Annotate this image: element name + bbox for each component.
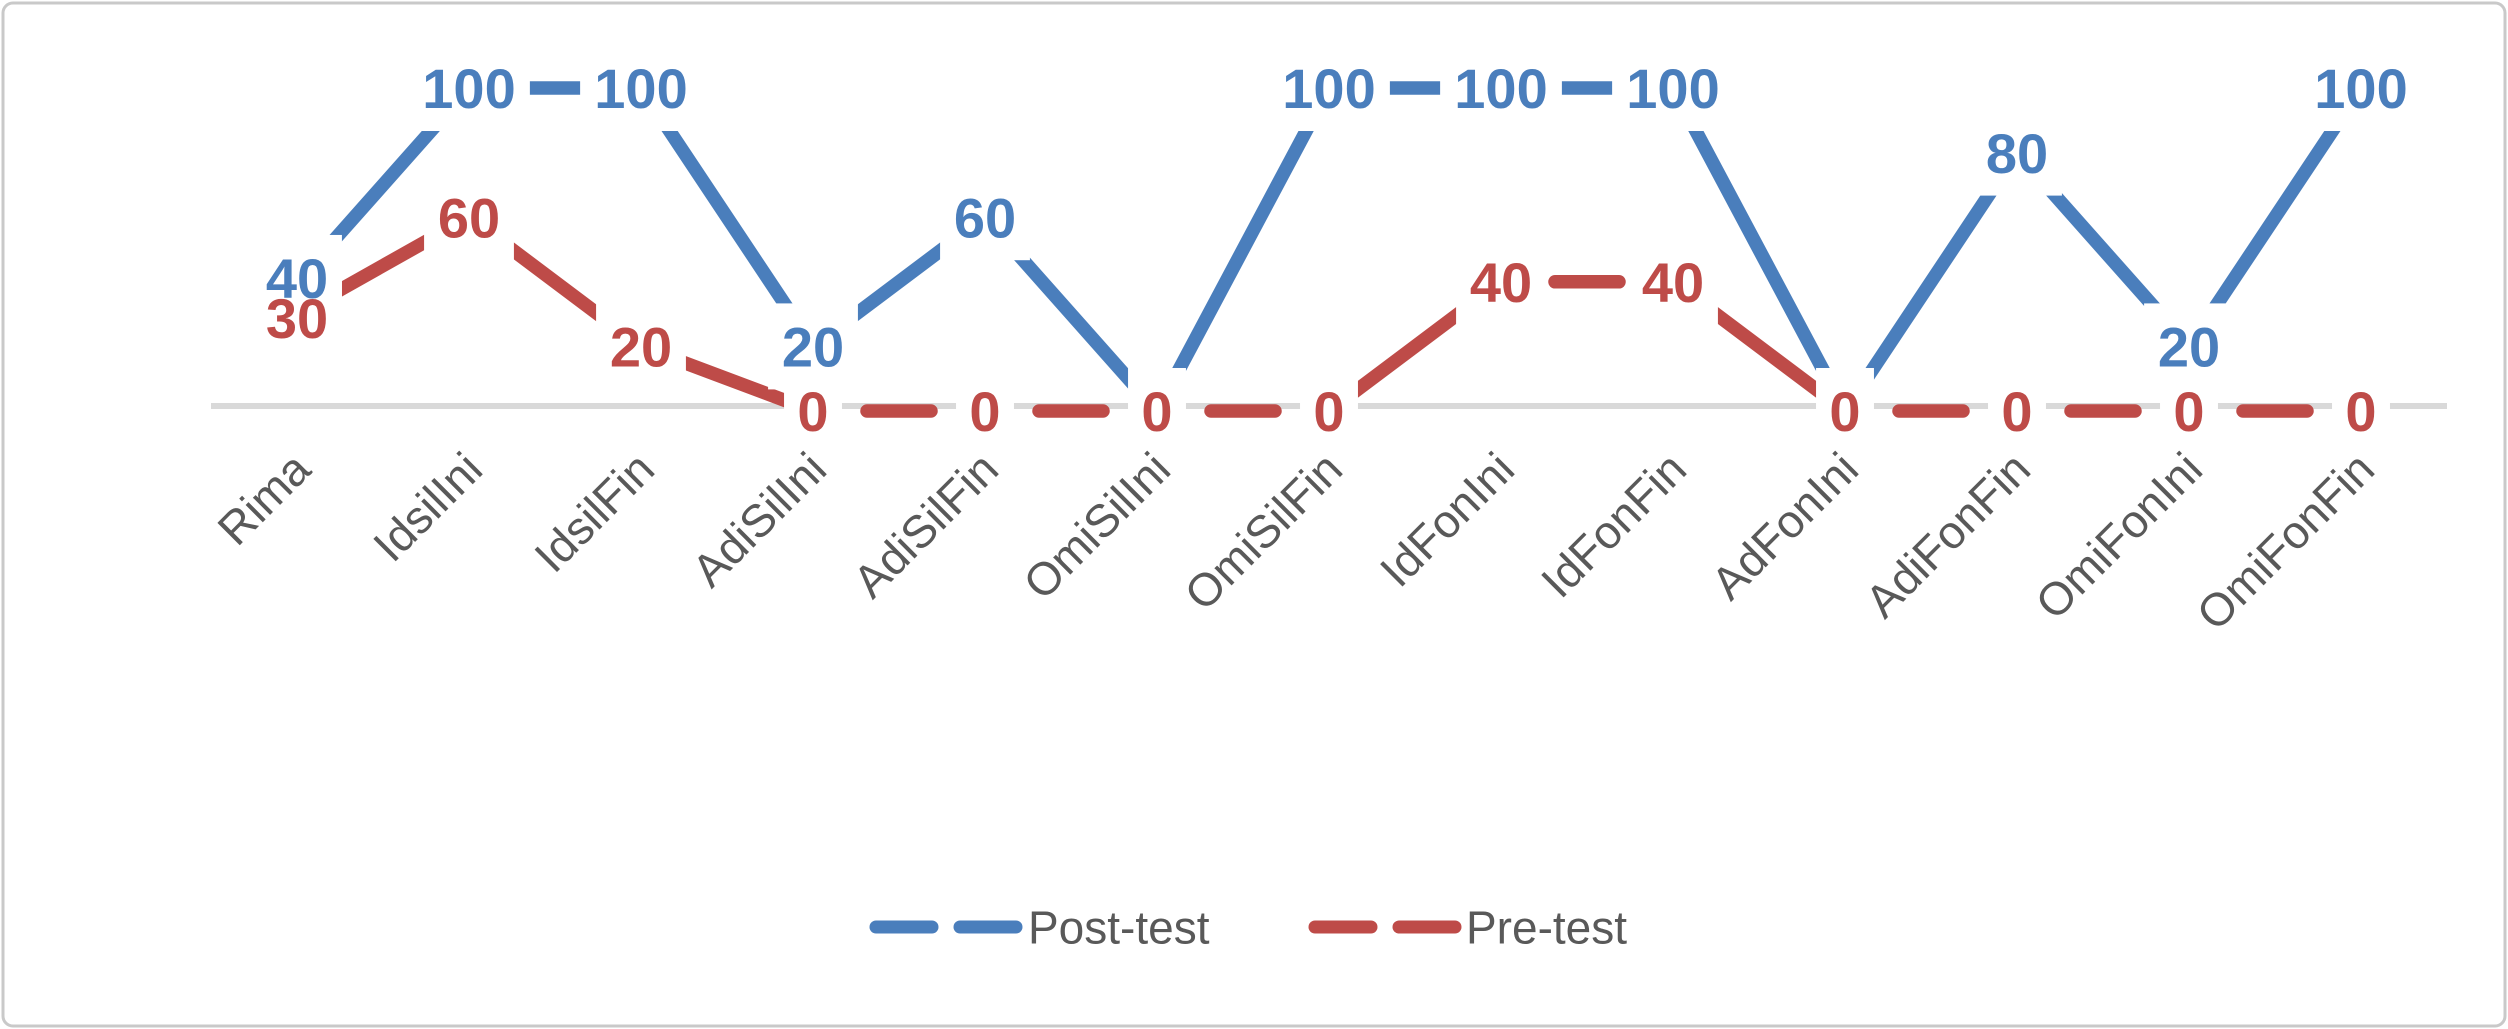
data-label-box (596, 303, 686, 390)
data-label-pre-test: 60 (438, 186, 500, 249)
data-label-post-test: 100 (1282, 57, 1375, 120)
data-label-box (1628, 238, 1718, 325)
data-label-box (580, 45, 702, 131)
data-label-box (408, 45, 530, 131)
data-label-pre-test: 0 (2173, 380, 2204, 443)
data-label-pre-test: 0 (797, 380, 828, 443)
data-label-post-test: 80 (1986, 122, 2048, 185)
data-label-box (940, 174, 1030, 261)
data-label-post-test: 60 (954, 186, 1016, 249)
series-segment-post-test (634, 81, 820, 354)
data-label-box (1300, 368, 1358, 454)
data-label-post-test: 100 (1454, 57, 1547, 120)
data-label-post-test: 20 (2158, 316, 2220, 379)
data-label-pre-test: 0 (1829, 380, 1860, 443)
data-label-box (1816, 368, 1874, 454)
data-label-pre-test: 0 (2345, 380, 2376, 443)
data-label-box (1612, 45, 1734, 131)
data-label-pre-test: 40 (1642, 251, 1704, 314)
data-label-pre-test: 0 (1141, 380, 1172, 443)
data-label-post-test: 100 (1626, 57, 1719, 120)
data-label-box (2332, 368, 2390, 454)
data-label-box (784, 368, 842, 454)
data-label-box (1440, 45, 1562, 131)
legend-label-post-test: Post-test (1028, 902, 1210, 954)
series-segment-post-test (1150, 81, 1336, 418)
series-segment-post-test (1838, 145, 2024, 418)
data-label-box (1268, 45, 1390, 131)
data-label-pre-test: 0 (2001, 380, 2032, 443)
data-label-post-test: 100 (2314, 57, 2407, 120)
data-label-pre-test: 30 (266, 287, 328, 350)
data-label-post-test: 40 (266, 247, 328, 310)
data-label-pre-test: 20 (610, 316, 672, 379)
data-label-pre-test: 0 (969, 380, 1000, 443)
data-label-box (1972, 109, 2062, 196)
data-label-pre-test: 0 (1313, 380, 1344, 443)
series-segment-post-test (1666, 81, 1852, 418)
legend-label-pre-test: Pre-test (1466, 902, 1627, 954)
data-label-box (2300, 45, 2422, 131)
data-label-box (1128, 368, 1186, 454)
data-label-box (1988, 368, 2046, 454)
data-label-box (2160, 368, 2218, 454)
data-label-box (1456, 238, 1546, 325)
data-label-box (252, 274, 342, 361)
data-label-box (424, 174, 514, 261)
data-label-post-test: 20 (782, 316, 844, 379)
data-label-post-test: 100 (594, 57, 687, 120)
data-label-box (956, 368, 1014, 454)
data-label-pre-test: 40 (1470, 251, 1532, 314)
data-label-post-test: 100 (422, 57, 515, 120)
series-segment-post-test (2182, 81, 2368, 354)
